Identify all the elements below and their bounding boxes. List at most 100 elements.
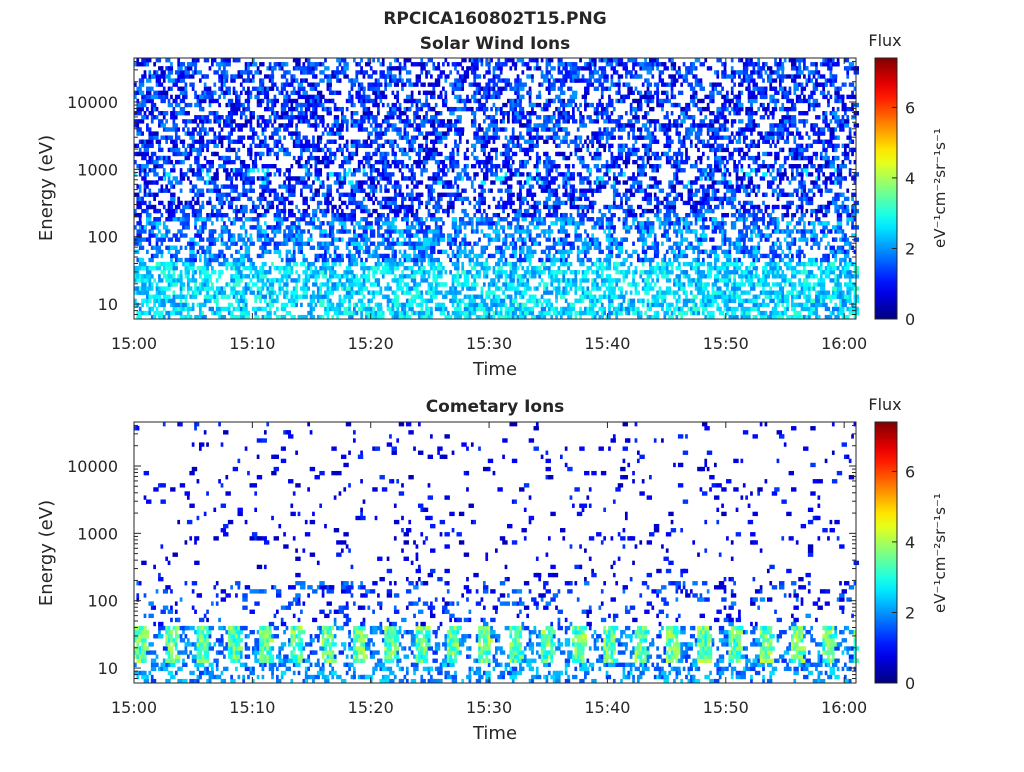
heatmap-cell [851, 245, 854, 250]
heatmap-cell [800, 233, 807, 238]
heatmap-cell [584, 212, 587, 218]
heatmap-cell [208, 159, 215, 165]
heatmap-cell [194, 208, 197, 214]
heatmap-cell [227, 200, 234, 206]
heatmap-cell [285, 168, 292, 173]
heatmap-cell [807, 196, 814, 202]
heatmap-cell [675, 217, 679, 222]
heatmap-cell [480, 302, 484, 308]
heatmap-cell [540, 310, 544, 316]
heatmap-cell [593, 241, 600, 246]
heatmap-cell [608, 306, 611, 312]
heatmap-cell [499, 180, 503, 185]
heatmap-cell [685, 298, 691, 303]
heatmap-cell [803, 282, 806, 287]
heatmap-cell [574, 221, 580, 226]
heatmap-cell [230, 310, 233, 316]
heatmap-cell [393, 310, 400, 316]
heatmap-cell [754, 270, 758, 275]
heatmap-cell [733, 221, 736, 226]
heatmap-cell [134, 302, 137, 308]
heatmap-cell [641, 257, 645, 263]
heatmap-cell [791, 282, 797, 287]
heatmap-cell [237, 249, 241, 255]
heatmap-cell [206, 286, 209, 291]
heatmap-cell [449, 159, 452, 165]
heatmap-cell [309, 221, 316, 226]
heatmap-cell [531, 306, 534, 312]
heatmap-cell [714, 164, 720, 169]
heatmap-cell [244, 176, 251, 181]
heatmap-cell [716, 286, 720, 291]
heatmap-cell [138, 257, 145, 263]
heatmap-cell [663, 310, 669, 316]
heatmap-cell [605, 257, 612, 263]
heatmap-cell [307, 184, 313, 189]
heatmap-cell [338, 217, 344, 222]
heatmap-cell [215, 286, 222, 291]
heatmap-cell [701, 221, 705, 226]
heatmap-cell [492, 212, 498, 218]
heatmap-cell [172, 200, 176, 206]
heatmap-cell [300, 180, 306, 185]
heatmap-cell [824, 180, 828, 185]
heatmap-cell [179, 314, 186, 320]
heatmap-cell [182, 212, 185, 218]
heatmap-cell [162, 225, 169, 230]
heatmap-cell [675, 221, 681, 226]
heatmap-cell [456, 159, 460, 165]
heatmap-cell [271, 229, 274, 234]
heatmap-cell [694, 233, 698, 238]
heatmap-cell [227, 237, 231, 242]
heatmap-cell [377, 282, 380, 287]
heatmap-cell [353, 188, 356, 193]
heatmap-cell [268, 180, 272, 185]
heatmap-cell [480, 200, 486, 206]
heatmap-cell [516, 265, 520, 271]
heatmap-cell [331, 265, 335, 271]
heatmap-cell [709, 294, 715, 299]
heatmap-cell [314, 257, 318, 263]
heatmap-cell [793, 237, 797, 242]
heatmap-cell [723, 164, 727, 169]
heatmap-cell [514, 241, 517, 246]
heatmap-cell [374, 278, 381, 283]
heatmap-cell [348, 310, 354, 316]
heatmap-cell [427, 253, 434, 259]
heatmap-cell [810, 237, 816, 242]
heatmap-cell [328, 253, 332, 259]
heatmap-cell [723, 241, 727, 246]
heatmap-cell [432, 217, 438, 222]
heatmap-cell [677, 229, 684, 234]
heatmap-cell [148, 310, 152, 316]
heatmap-cell [417, 204, 421, 210]
heatmap-cell [653, 212, 660, 218]
heatmap-cell [511, 286, 518, 291]
heatmap-cell [225, 245, 231, 250]
heatmap-cell [632, 241, 635, 246]
heatmap-cell [454, 233, 460, 238]
heatmap-cell [355, 302, 359, 308]
heatmap-cell [405, 184, 409, 189]
heatmap-cell [360, 204, 366, 210]
heatmap-cell [413, 286, 419, 291]
heatmap-cell [393, 212, 400, 218]
heatmap-cell [817, 290, 821, 295]
heatmap-cell [150, 274, 154, 279]
heatmap-cell [608, 176, 611, 181]
heatmap-cell [372, 188, 375, 193]
heatmap-cell [685, 310, 688, 316]
heatmap-cell [661, 241, 664, 246]
heatmap-cell [321, 180, 325, 185]
heatmap-cell [610, 225, 616, 230]
heatmap-cell [138, 274, 142, 279]
heatmap-cell [230, 278, 233, 283]
heatmap-cell [275, 225, 282, 230]
heatmap-cell [235, 314, 238, 320]
heatmap-cell [314, 188, 320, 193]
heatmap-cell [256, 286, 260, 291]
heatmap-cell [290, 290, 296, 295]
heatmap-cell [309, 172, 313, 177]
heatmap-cell [454, 176, 457, 181]
heatmap-cell [555, 221, 558, 226]
